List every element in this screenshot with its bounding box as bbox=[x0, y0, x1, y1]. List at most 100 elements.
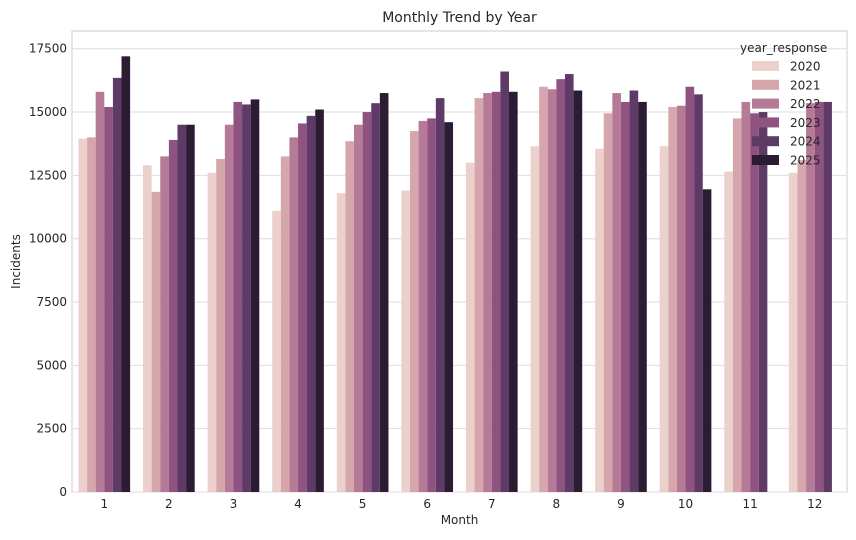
x-tick-label: 3 bbox=[230, 497, 238, 511]
bar-2024-month-11 bbox=[758, 112, 768, 493]
bar-2020-month-10 bbox=[659, 146, 669, 492]
bar-2022-month-3 bbox=[224, 124, 234, 492]
bar-2022-month-5 bbox=[354, 124, 363, 492]
bar-2020-month-6 bbox=[401, 190, 410, 493]
bar-2021-month-11 bbox=[732, 118, 742, 492]
bar-2025-month-4 bbox=[315, 109, 324, 493]
bar-2022-month-9 bbox=[612, 93, 621, 493]
x-tick-label: 11 bbox=[742, 497, 757, 511]
bar-2024-month-9 bbox=[629, 90, 639, 493]
bar-2024-month-8 bbox=[564, 74, 574, 493]
legend: year_response 2020 2021 2022 2023 2024 2025 bbox=[740, 41, 827, 168]
bar-2025-month-8 bbox=[573, 90, 583, 493]
bar-2023-month-2 bbox=[168, 139, 178, 492]
y-tick-label: 10000 bbox=[29, 232, 67, 246]
x-tick-label: 12 bbox=[807, 497, 822, 511]
y-tick-label: 5000 bbox=[36, 358, 67, 372]
bar-2025-month-9 bbox=[638, 101, 647, 492]
bar-2023-month-4 bbox=[298, 123, 307, 492]
bar-2024-month-10 bbox=[694, 94, 703, 493]
bar-2025-month-7 bbox=[509, 91, 518, 493]
bar-2025-month-6 bbox=[444, 122, 454, 492]
y-tick-label: 7500 bbox=[36, 295, 67, 309]
x-tick-label: 9 bbox=[617, 497, 625, 511]
bar-2022-month-6 bbox=[418, 120, 428, 493]
x-tick-label: 8 bbox=[553, 497, 561, 511]
legend-label-2024: 2024 bbox=[790, 135, 821, 149]
bar-2020-month-8 bbox=[530, 146, 540, 492]
legend-swatch-2022 bbox=[752, 98, 779, 109]
bar-2020-month-7 bbox=[465, 162, 475, 492]
bar-2023-month-5 bbox=[362, 112, 372, 493]
bar-2021-month-2 bbox=[151, 191, 161, 493]
bar-2020-month-2 bbox=[143, 165, 152, 492]
legend-label-2022: 2022 bbox=[790, 97, 821, 111]
bar-2023-month-10 bbox=[685, 86, 695, 492]
bar-2023-month-12 bbox=[814, 101, 824, 492]
x-tick-label: 6 bbox=[423, 497, 431, 511]
bar-2021-month-3 bbox=[216, 158, 225, 492]
legend-label-2020: 2020 bbox=[790, 60, 821, 74]
y-tick-label: 15000 bbox=[29, 105, 67, 119]
plot-area bbox=[71, 30, 848, 493]
legend-title: year_response bbox=[740, 41, 827, 55]
legend-swatch-2021 bbox=[752, 79, 779, 90]
bar-2023-month-1 bbox=[104, 106, 113, 492]
legend-label-2025: 2025 bbox=[790, 154, 821, 168]
bar-2021-month-5 bbox=[345, 141, 355, 492]
legend-swatch-2023 bbox=[752, 117, 779, 128]
bar-2021-month-4 bbox=[280, 156, 290, 492]
bar-2024-month-2 bbox=[177, 124, 187, 492]
x-tick-label: 10 bbox=[678, 497, 693, 511]
legend-swatch-2020 bbox=[752, 61, 779, 71]
bar-2023-month-7 bbox=[491, 91, 501, 493]
bar-2023-month-11 bbox=[750, 113, 759, 493]
bar-2024-month-3 bbox=[242, 104, 251, 492]
bar-2025-month-2 bbox=[186, 124, 195, 492]
bar-2020-month-5 bbox=[336, 193, 346, 492]
bar-2020-month-11 bbox=[724, 171, 733, 493]
bar-2022-month-8 bbox=[547, 89, 557, 492]
x-tick-label: 7 bbox=[488, 497, 496, 511]
legend-label-2021: 2021 bbox=[790, 78, 821, 92]
x-tick-label: 4 bbox=[294, 497, 302, 511]
bar-2021-month-12 bbox=[797, 160, 807, 492]
bar-2024-month-12 bbox=[823, 101, 832, 492]
y-tick-label: 17500 bbox=[29, 42, 67, 56]
bar-2024-month-5 bbox=[371, 103, 380, 492]
bar-2022-month-10 bbox=[676, 105, 686, 492]
bar-2024-month-4 bbox=[306, 115, 316, 492]
bar-2020-month-9 bbox=[595, 148, 604, 493]
bar-2021-month-1 bbox=[87, 137, 96, 492]
bar-2023-month-9 bbox=[620, 101, 630, 492]
bar-2020-month-4 bbox=[272, 210, 281, 493]
bar-2025-month-3 bbox=[250, 99, 260, 492]
y-tick-label: 2500 bbox=[36, 422, 67, 436]
bar-2021-month-6 bbox=[409, 131, 419, 493]
y-tick-label: 0 bbox=[59, 485, 67, 499]
bar-2022-month-2 bbox=[160, 156, 169, 492]
bar-2024-month-7 bbox=[500, 71, 510, 493]
bar-2022-month-11 bbox=[741, 101, 751, 492]
bar-2025-month-1 bbox=[121, 56, 131, 492]
bar-2022-month-4 bbox=[289, 137, 299, 492]
bar-2023-month-8 bbox=[556, 79, 565, 492]
bar-2024-month-6 bbox=[435, 98, 445, 492]
x-tick-label: 2 bbox=[165, 497, 173, 511]
bar-2025-month-10 bbox=[702, 189, 712, 493]
bar-2021-month-8 bbox=[539, 86, 548, 492]
bar-2020-month-3 bbox=[207, 172, 217, 492]
y-tick-label: 12500 bbox=[29, 168, 67, 182]
legend-swatch-2024 bbox=[752, 136, 779, 147]
bar-2021-month-9 bbox=[603, 113, 613, 493]
x-axis-label: Month bbox=[441, 513, 479, 527]
legend-label-2023: 2023 bbox=[790, 116, 821, 130]
chart-title: Monthly Trend by Year bbox=[382, 10, 537, 26]
x-tick-label: 1 bbox=[100, 497, 108, 511]
bar-2021-month-10 bbox=[668, 106, 677, 492]
bar-2022-month-12 bbox=[806, 103, 815, 492]
legend-swatch-2025 bbox=[752, 155, 779, 165]
bar-2023-month-6 bbox=[427, 118, 436, 492]
